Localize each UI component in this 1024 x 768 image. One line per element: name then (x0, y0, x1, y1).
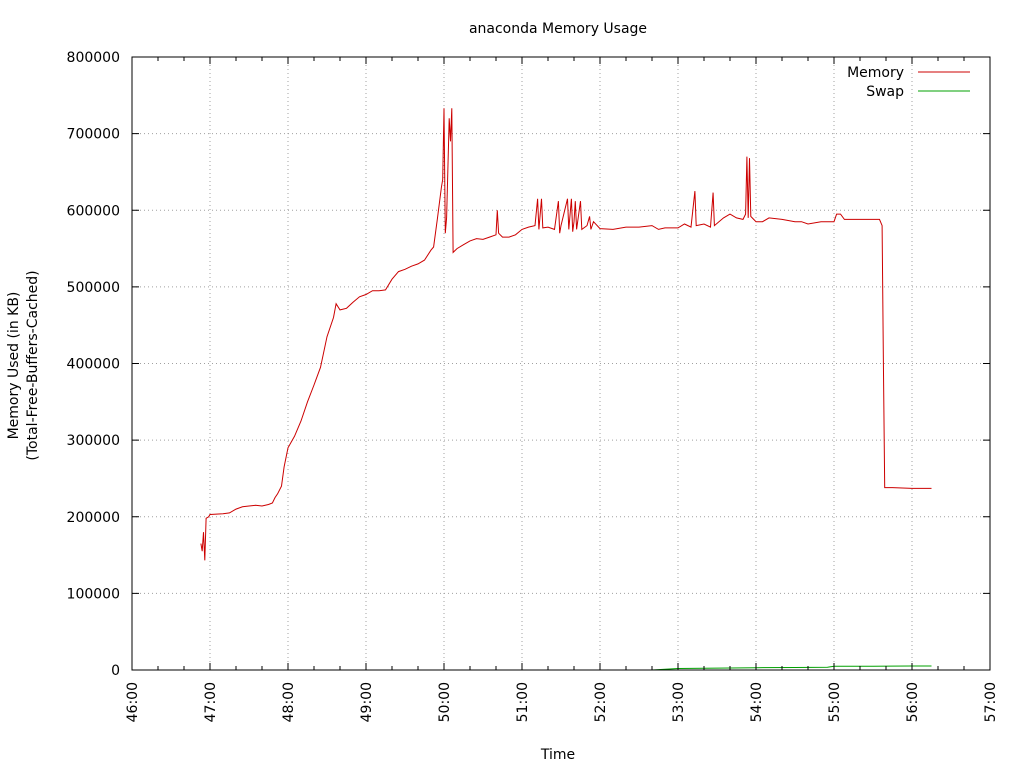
series-line-memory (200, 108, 932, 561)
x-tick-label: 56:00 (905, 682, 921, 722)
y-tick-label: 600000 (67, 203, 120, 219)
x-tick-label: 50:00 (437, 682, 453, 722)
legend-label-swap: Swap (866, 84, 904, 100)
x-axis-label: Time (540, 747, 575, 763)
y-tick-label: 700000 (67, 127, 120, 143)
tick-marks (131, 56, 991, 671)
x-tick-label: 49:00 (359, 682, 375, 722)
grid-lines (132, 57, 990, 670)
y-tick-label: 300000 (67, 433, 120, 449)
legend-label-memory: Memory (847, 65, 904, 81)
x-tick-label: 54:00 (749, 682, 765, 722)
y-axis-label-line-2: (Total-Free-Buffers-Cached) (25, 270, 41, 460)
y-tick-label: 400000 (67, 357, 120, 373)
x-tick-label: 55:00 (827, 682, 843, 722)
x-tick-label: 48:00 (281, 682, 297, 722)
x-tick-label: 46:00 (125, 682, 141, 722)
x-tick-label: 51:00 (515, 682, 531, 722)
y-axis-label-line-1: Memory Used (in KB) (6, 292, 22, 440)
y-tick-label: 100000 (67, 586, 120, 602)
x-tick-label: 57:00 (983, 682, 999, 722)
series-layer (200, 108, 932, 671)
y-tick-label: 800000 (67, 50, 120, 66)
legend: Memory Swap (847, 65, 970, 100)
x-tick-label: 52:00 (593, 682, 609, 722)
y-tick-label: 500000 (67, 280, 120, 296)
x-tick-label: 47:00 (203, 682, 219, 722)
tick-labels: 0 100000 200000 300000 400000 500000 600000 700… (67, 50, 999, 722)
series-line-swap (651, 665, 932, 671)
x-tick-label: 53:00 (671, 682, 687, 722)
y-tick-label: 200000 (67, 510, 120, 526)
chart-title: anaconda Memory Usage (469, 21, 647, 37)
y-tick-label: 0 (111, 663, 120, 679)
